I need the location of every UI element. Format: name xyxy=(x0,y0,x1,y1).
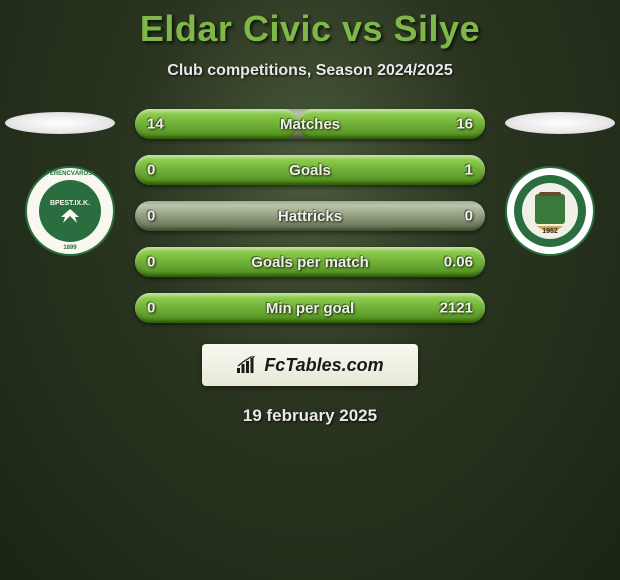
brand-box[interactable]: FcTables.com xyxy=(202,344,418,386)
stat-label: Goals per match xyxy=(251,254,369,271)
stat-value-right: 2121 xyxy=(440,300,473,317)
stat-value-left: 14 xyxy=(147,116,164,133)
stat-row: 0 Min per goal 2121 xyxy=(135,293,485,323)
club-right-badge-icon: 2006 1952 xyxy=(505,166,595,256)
player-right-photo xyxy=(505,112,615,134)
brand-text: FcTables.com xyxy=(264,355,383,376)
stat-value-left: 0 xyxy=(147,162,155,179)
page-subtitle: Club competitions, Season 2024/2025 xyxy=(0,62,620,80)
bar-chart-icon xyxy=(236,356,258,374)
eagle-icon xyxy=(55,207,85,225)
stat-label: Goals xyxy=(289,162,331,179)
stat-value-right: 16 xyxy=(456,116,473,133)
stat-value-right: 0 xyxy=(465,208,473,225)
stat-value-left: 0 xyxy=(147,208,155,225)
player-left-photo xyxy=(5,112,115,134)
page-title: Eldar Civic vs Silye xyxy=(0,8,620,50)
stat-value-right: 0.06 xyxy=(444,254,473,271)
comparison-card: Eldar Civic vs Silye Club competitions, … xyxy=(0,0,620,580)
stat-value-left: 0 xyxy=(147,300,155,317)
stat-row: 0 Goals 1 xyxy=(135,155,485,185)
club-left-inner-icon: BPEST.IX.K. xyxy=(39,180,101,242)
stats-area: FERENCVÁROSI BPEST.IX.K. 1899 2006 1952 xyxy=(0,104,620,324)
stat-row: 0 Hattricks 0 xyxy=(135,201,485,231)
club-left-mid: BPEST.IX.K. xyxy=(50,200,90,207)
stat-label: Hattricks xyxy=(278,208,342,225)
stat-row: 14 Matches 16 xyxy=(135,109,485,139)
stat-value-left: 0 xyxy=(147,254,155,271)
stat-value-right: 1 xyxy=(465,162,473,179)
stat-label: Matches xyxy=(280,116,340,133)
club-right-year2: 1952 xyxy=(542,228,558,235)
stat-rows: 14 Matches 16 0 Goals 1 0 Hattricks 0 0 Goals per … xyxy=(135,109,485,339)
club-left-year: 1899 xyxy=(63,245,76,251)
stat-row: 0 Goals per match 0.06 xyxy=(135,247,485,277)
club-logo-right: 2006 1952 xyxy=(505,166,595,256)
stat-label: Min per goal xyxy=(266,300,354,317)
club-right-year: 2006 xyxy=(541,183,559,192)
club-left-outer-top: FERENCVÁROSI xyxy=(46,171,94,177)
date-text: 19 february 2025 xyxy=(0,406,620,426)
club-logo-left: FERENCVÁROSI BPEST.IX.K. 1899 xyxy=(25,166,115,256)
